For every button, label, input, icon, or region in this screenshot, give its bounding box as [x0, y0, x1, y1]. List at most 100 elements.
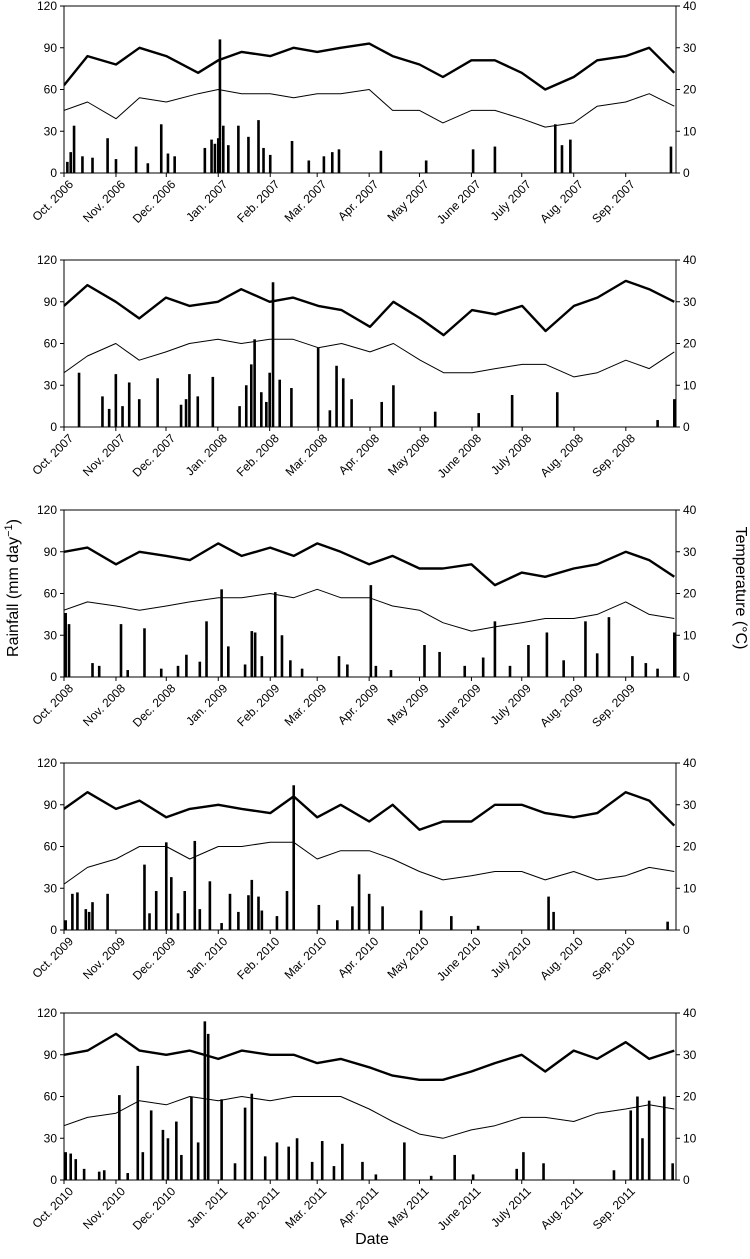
- left-axis-title-sup: −1: [3, 524, 15, 537]
- rainfall-bar: [341, 378, 345, 427]
- x-month-label: Nov. 2010: [80, 1184, 128, 1232]
- left-y-tick-label: 0: [50, 1173, 57, 1187]
- rainfall-bar: [149, 1110, 153, 1180]
- rainfall-bar: [136, 1065, 140, 1180]
- left-y-tick-label: 90: [44, 798, 58, 812]
- right-y-tick-label: 20: [683, 1090, 697, 1104]
- rainfall-bar: [629, 1110, 633, 1180]
- right-axis-title: Temperature (°C): [732, 527, 749, 650]
- rainfall-bar: [350, 399, 353, 427]
- rainfall-bar: [330, 152, 334, 173]
- rainfall-bar: [119, 624, 123, 677]
- rainfall-bar: [403, 1142, 406, 1180]
- rainfall-bar: [114, 374, 118, 427]
- rainfall-bar: [154, 891, 158, 930]
- rainfall-bar: [515, 1168, 519, 1180]
- x-month-label: Feb. 2007: [234, 177, 282, 225]
- x-month-label: Dec. 2010: [130, 1184, 179, 1233]
- rainfall-bar: [673, 399, 676, 427]
- x-month-label: Aug. 2010: [537, 934, 586, 983]
- rainfall-bar: [275, 1142, 279, 1180]
- right-y-tick-label: 0: [683, 670, 690, 684]
- rainfall-bar: [198, 661, 202, 677]
- x-month-label: Aug. 2007: [537, 177, 586, 226]
- x-month-label: May 2010: [384, 934, 431, 981]
- rainfall-bar: [161, 1129, 165, 1180]
- rainfall-bar: [335, 365, 338, 427]
- rainfall-bar: [237, 911, 240, 930]
- rainfall-bar: [143, 628, 146, 677]
- rainfall-bar: [218, 39, 222, 173]
- max-temperature-line: [64, 42, 676, 91]
- rainfall-bar: [278, 379, 282, 427]
- rainfall-bar: [159, 124, 163, 173]
- rainfall-bar: [77, 372, 81, 427]
- rainfall-bar: [346, 664, 349, 677]
- rainfall-bar: [595, 653, 599, 677]
- rainfall-bar: [118, 1095, 121, 1180]
- x-month-label: Apr. 2008: [336, 431, 382, 477]
- chart-panel-2: 0 30 60 90 120 0 10 20 30 40 Oct. 2007 Nov. 2007 Dec…: [29, 253, 696, 481]
- left-axis-title-main: Rainfall (mm day: [5, 537, 22, 657]
- x-month-label: Mar. 2010: [282, 934, 330, 982]
- right-y-tick-label: 0: [683, 166, 690, 180]
- x-month-label: Jan. 2011: [184, 1184, 231, 1231]
- x-month-label: Feb. 2010: [234, 934, 282, 982]
- rainfall-bar: [193, 840, 197, 930]
- rainfall-bar: [71, 893, 74, 930]
- rainfall-bar: [106, 893, 109, 930]
- x-month-label: May 2007: [384, 177, 431, 224]
- rainfall-bar: [143, 864, 146, 930]
- rainfall-bar: [292, 785, 296, 930]
- right-y-tick-label: 40: [683, 1006, 697, 1020]
- rainfall-bar: [97, 1171, 101, 1180]
- rainfall-bar: [367, 893, 371, 930]
- rainfall-bar: [508, 665, 512, 677]
- rainfall-bar: [320, 1141, 324, 1180]
- rainfall-bar: [263, 1156, 267, 1180]
- rainfall-bar: [180, 1154, 183, 1180]
- x-month-label: Apr. 2009: [335, 681, 381, 727]
- rainfall-bar: [227, 646, 230, 677]
- rainfall-bar: [644, 663, 648, 677]
- rainfall-bar: [257, 120, 260, 173]
- left-y-tick-label: 0: [50, 166, 57, 180]
- rainfall-bar: [64, 920, 67, 930]
- rainfall-bar: [336, 920, 339, 930]
- rainfall-bar: [307, 160, 311, 173]
- x-month-label: Apr. 2007: [335, 177, 381, 223]
- left-y-tick-label: 60: [44, 83, 58, 97]
- rainfall-bar: [227, 145, 230, 173]
- left-y-tick-label: 0: [50, 670, 57, 684]
- rainfall-bar: [647, 1100, 651, 1180]
- left-y-tick-label: 60: [44, 337, 58, 351]
- chart-panel-1: 0 30 60 90 120 0 10 20 30 40 Oct. 2006 Nov. 2006 Dec…: [29, 0, 696, 227]
- rainfall-bar: [91, 902, 94, 930]
- x-month-label: July 2010: [488, 934, 534, 980]
- rainfall-bar: [341, 1143, 344, 1180]
- right-y-tick-label: 20: [683, 587, 697, 601]
- x-month-label: Dec. 2009: [130, 934, 179, 983]
- rainfall-bar: [64, 612, 67, 677]
- plot-content: [64, 39, 676, 173]
- rainfall-bar: [631, 656, 634, 677]
- rainfall-bar: [389, 670, 393, 677]
- rainfall-bar: [332, 1166, 336, 1180]
- rainfall-bar: [463, 665, 467, 677]
- rainfall-bar: [493, 146, 497, 173]
- right-y-tick-label: 10: [683, 124, 697, 138]
- right-y-tick-label: 40: [683, 756, 697, 770]
- rainfall-bar: [97, 665, 101, 677]
- min-temperature-line: [64, 338, 675, 378]
- rainfall-bar: [522, 1152, 525, 1180]
- rainfall-bar: [243, 1107, 247, 1180]
- x-month-label: Oct. 2007: [29, 431, 76, 478]
- rainfall-bar: [317, 904, 321, 930]
- rainfall-bar: [210, 139, 213, 173]
- rainfall-bar: [584, 621, 587, 677]
- plot-content: [64, 1021, 675, 1180]
- rainfall-bar: [249, 364, 253, 427]
- rainfall-bar: [190, 1096, 193, 1180]
- rainfall-bar: [69, 1153, 73, 1180]
- rainfall-bar: [196, 1142, 200, 1180]
